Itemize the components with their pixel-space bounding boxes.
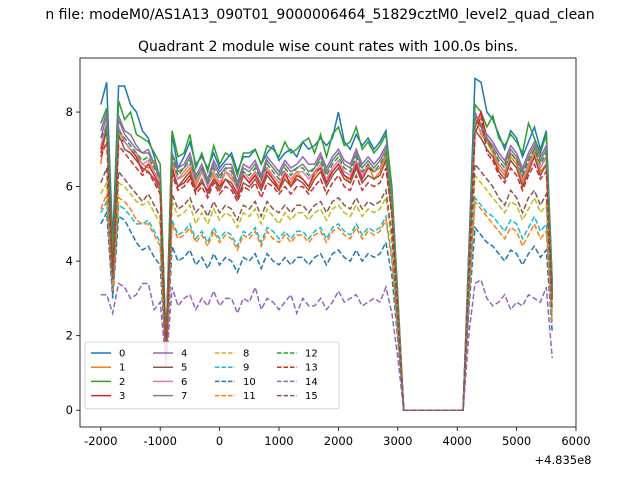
x-tick-label: -2000 — [84, 434, 117, 448]
legend-label-8: 8 — [243, 349, 249, 360]
series-line-13 — [100, 115, 553, 411]
series-line-9 — [100, 195, 553, 411]
y-tick-label: 8 — [66, 105, 73, 119]
x-tick-label: 2000 — [324, 434, 353, 448]
legend-box — [84, 341, 340, 410]
series-line-15 — [100, 162, 553, 411]
x-tick-label: 6000 — [561, 434, 590, 448]
legend-label-6: 6 — [181, 377, 187, 388]
series-line-10 — [100, 210, 553, 411]
legend-label-2: 2 — [119, 377, 125, 388]
x-axis: -2000 -1000 0 1000 2000 3000 4000 5000 6000 — [84, 427, 591, 448]
y-tick-label: 4 — [66, 254, 73, 268]
y-tick-label: 0 — [66, 403, 73, 417]
series-line-14 — [100, 278, 553, 411]
legend-label-1: 1 — [119, 363, 125, 374]
chart-title: Quadrant 2 module wise count rates with … — [138, 39, 518, 55]
series-line-2 — [100, 100, 553, 411]
legend-label-11: 11 — [243, 391, 256, 402]
x-tick-label: 0 — [216, 434, 223, 448]
legend-label-15: 15 — [305, 391, 318, 402]
x-tick-label: 1000 — [264, 434, 293, 448]
x-axis-offset-label: +4.835e8 — [535, 453, 592, 467]
legend-label-10: 10 — [243, 377, 256, 388]
series-lines — [100, 77, 553, 411]
y-tick-label: 2 — [66, 329, 73, 343]
series-line-6 — [100, 121, 553, 411]
legend-label-13: 13 — [305, 363, 318, 374]
series-line-0 — [100, 77, 553, 411]
x-tick-label: 3000 — [383, 434, 412, 448]
legend-label-12: 12 — [305, 349, 318, 360]
x-tick-label: -1000 — [143, 434, 176, 448]
plot-frame — [79, 57, 577, 428]
x-tick-label: 5000 — [502, 434, 531, 448]
legend-label-0: 0 — [119, 349, 125, 360]
figure-suptitle: n file: modeM0/AS1A13_090T01_9000006464_… — [45, 7, 594, 23]
legend-label-9: 9 — [243, 363, 249, 374]
x-tick-label: 4000 — [443, 434, 472, 448]
series-line-8 — [100, 173, 553, 411]
legend-label-14: 14 — [305, 377, 318, 388]
legend-label-5: 5 — [181, 363, 187, 374]
y-axis: 0 2 4 6 8 — [66, 105, 80, 417]
legend-label-3: 3 — [119, 391, 125, 402]
series-line-5 — [100, 128, 553, 411]
series-line-7 — [100, 111, 553, 411]
series-line-11 — [100, 193, 553, 411]
legend-label-7: 7 — [181, 391, 187, 402]
legend-label-4: 4 — [181, 349, 187, 360]
y-tick-label: 6 — [66, 180, 73, 194]
